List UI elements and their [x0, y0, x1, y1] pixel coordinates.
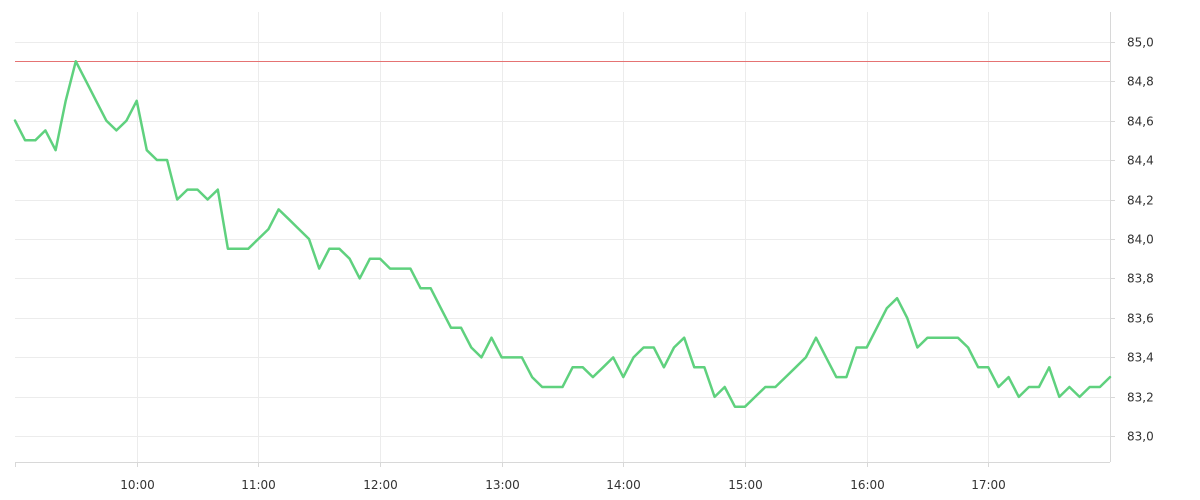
x-tick-labels: 10:00 11:00 12:00 13:00 14:00 15:00 16:00 17:00 [120, 478, 1006, 492]
y-tick-label: 84,8 [1127, 75, 1154, 89]
y-tick-label: 83,0 [1127, 430, 1154, 444]
y-tick-label: 84,2 [1127, 194, 1154, 208]
price-series-line [13, 60, 1112, 408]
y-tick-label: 83,6 [1127, 312, 1154, 326]
y-tick-label: 83,2 [1127, 391, 1154, 405]
y-tick-labels: 83,0 83,2 83,4 83,6 83,8 84,0 84,2 84,4 84,6 84,8… [1127, 36, 1154, 444]
vertical-grid [137, 12, 989, 462]
x-tick-label: 11:00 [241, 478, 276, 492]
x-tick-label: 17:00 [971, 478, 1006, 492]
axes [15, 12, 1115, 467]
x-tick-label: 14:00 [606, 478, 641, 492]
y-tick-label: 85,0 [1127, 36, 1154, 50]
horizontal-grid [15, 42, 1110, 437]
y-tick-label: 83,8 [1127, 272, 1154, 286]
x-tick-label: 15:00 [728, 478, 763, 492]
y-tick-label: 84,0 [1127, 233, 1154, 247]
x-tick-label: 10:00 [120, 478, 155, 492]
series-group [13, 60, 1112, 408]
y-tick-label: 84,4 [1127, 154, 1154, 168]
x-tick-label: 16:00 [850, 478, 885, 492]
y-tick-label: 84,6 [1127, 115, 1154, 129]
y-tick-label: 83,4 [1127, 351, 1154, 365]
x-tick-label: 12:00 [363, 478, 398, 492]
x-tick-label: 13:00 [485, 478, 520, 492]
